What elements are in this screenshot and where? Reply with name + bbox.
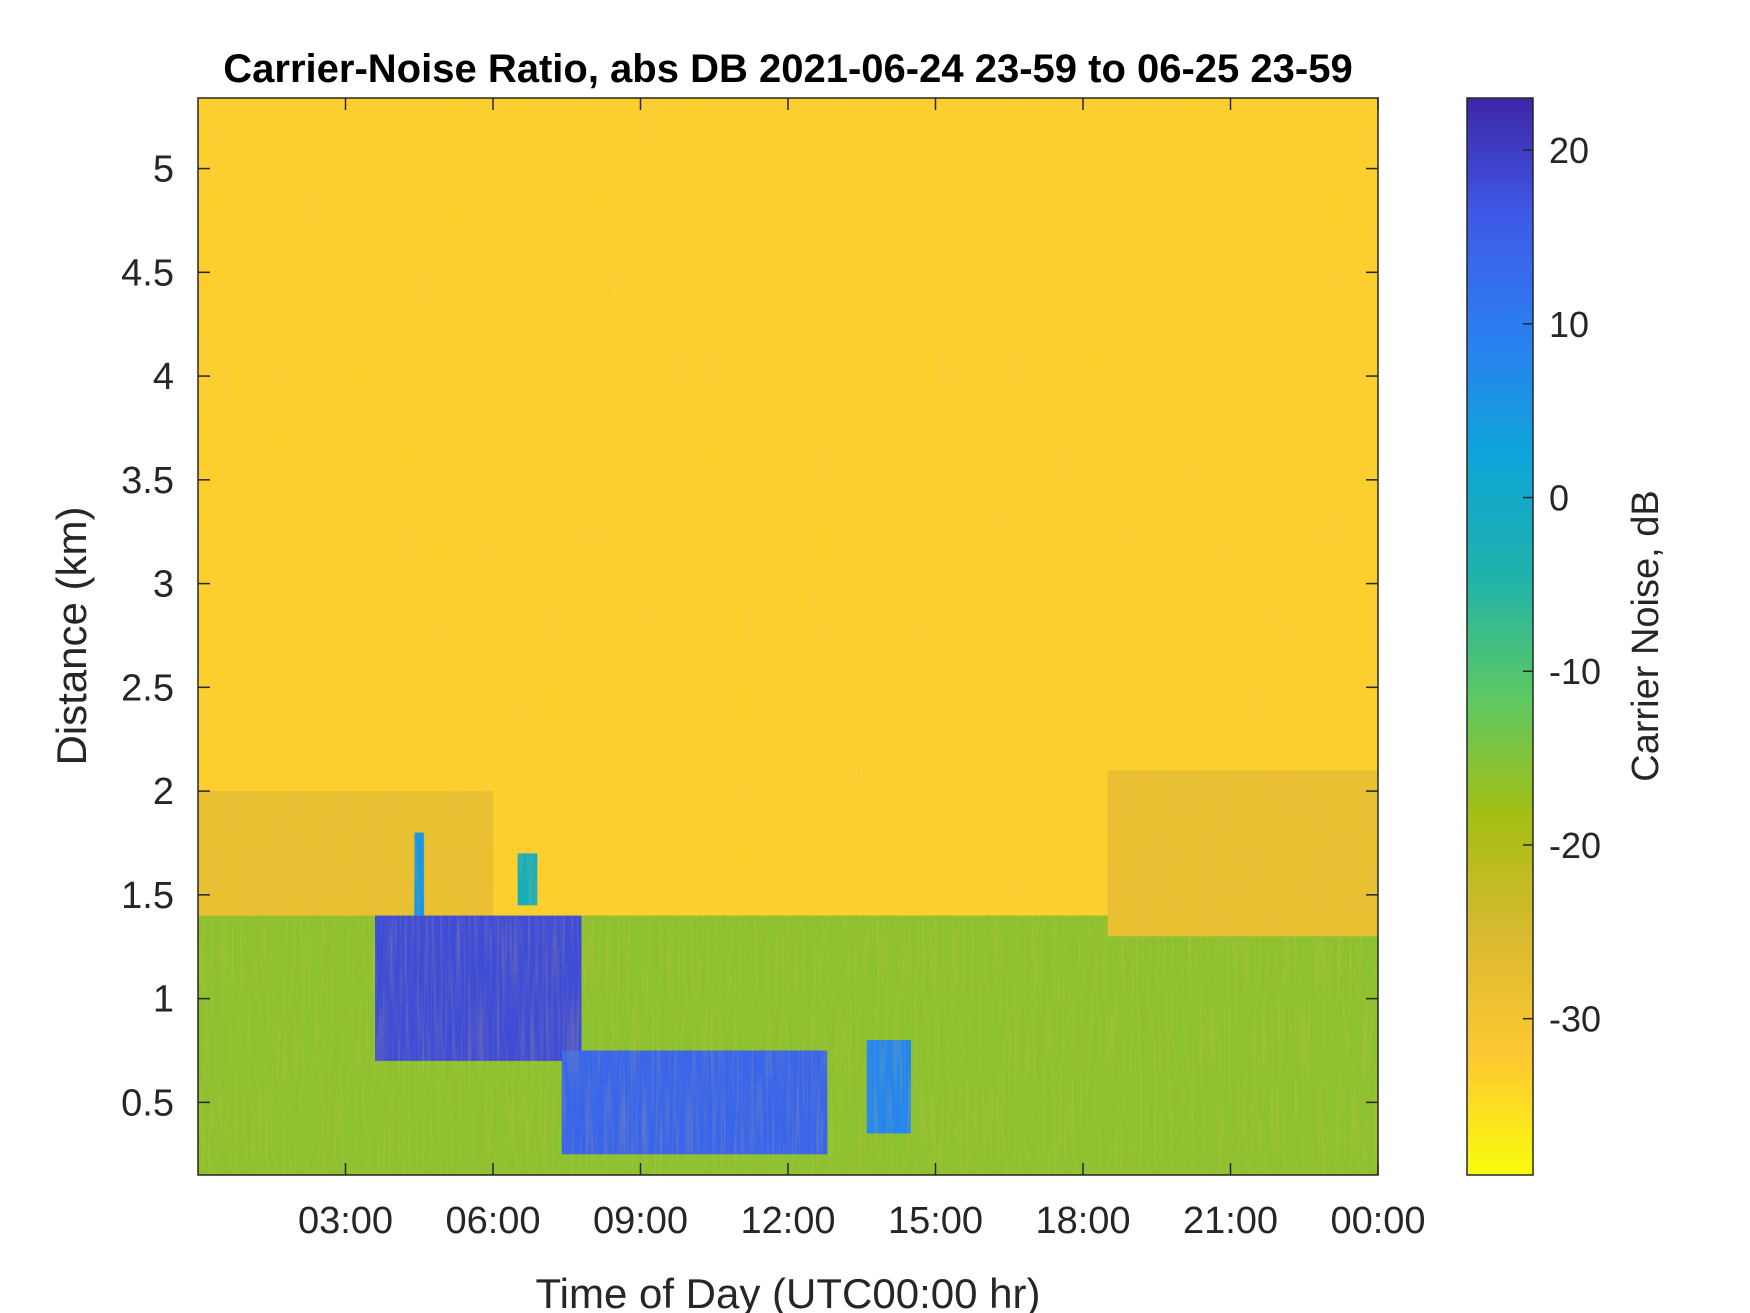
- y-tick-label: 1: [153, 979, 174, 1021]
- colorbar-tick-label: -20: [1549, 825, 1601, 866]
- y-tick-label: 5: [153, 149, 174, 191]
- x-tick-label: 06:00: [445, 1200, 540, 1242]
- x-tick-label: 21:00: [1183, 1200, 1278, 1242]
- colorbar-ticks: 20 10 0 -10 -20 -30: [1523, 130, 1601, 1040]
- colorbar-tick-label: 0: [1549, 478, 1569, 519]
- x-axis-label: Time of Day (UTC00:00 hr): [536, 1270, 1041, 1313]
- y-axis-label: Distance (km): [48, 506, 95, 765]
- y-axis: 0.5 1 1.5 2 2.5 3 3.5 4 4.5 5: [121, 149, 1378, 1124]
- x-axis: 03:00 06:00 09:00 12:00 15:00 18:00 21:00 00:00: [298, 98, 1426, 1242]
- y-tick-label: 4: [153, 356, 174, 398]
- x-tick-label: 09:00: [593, 1200, 688, 1242]
- x-tick-label: 03:00: [298, 1200, 393, 1242]
- colorbar-tick-label: 10: [1549, 304, 1589, 345]
- chart-title: Carrier-Noise Ratio, abs DB 2021-06-24 2…: [223, 47, 1352, 91]
- x-tick-label: 12:00: [740, 1200, 835, 1242]
- y-tick-label: 2: [153, 771, 174, 813]
- y-tick-label: 3: [153, 564, 174, 606]
- colorbar-label: Carrier Noise, dB: [1625, 490, 1667, 781]
- y-tick-label: 0.5: [121, 1082, 174, 1124]
- plot-area: [197, 97, 1379, 1176]
- x-tick-label: 15:00: [888, 1200, 983, 1242]
- y-tick-label: 1.5: [121, 875, 174, 917]
- colorbar: 20 10 0 -10 -20 -30 Carrier Noise, dB: [1466, 97, 1667, 1176]
- y-tick-label: 3.5: [121, 460, 174, 502]
- colorbar-tick-label: -30: [1549, 999, 1601, 1040]
- y-tick-label: 4.5: [121, 252, 174, 294]
- heatmap-noise-texture: [198, 98, 1378, 1175]
- x-tick-label: 18:00: [1035, 1200, 1130, 1242]
- y-tick-label: 2.5: [121, 667, 174, 709]
- x-tick-label: 00:00: [1330, 1200, 1425, 1242]
- colorbar-tick-label: -10: [1549, 651, 1601, 692]
- colorbar-gradient: [1466, 97, 1534, 1176]
- colorbar-tick-label: 20: [1549, 130, 1589, 171]
